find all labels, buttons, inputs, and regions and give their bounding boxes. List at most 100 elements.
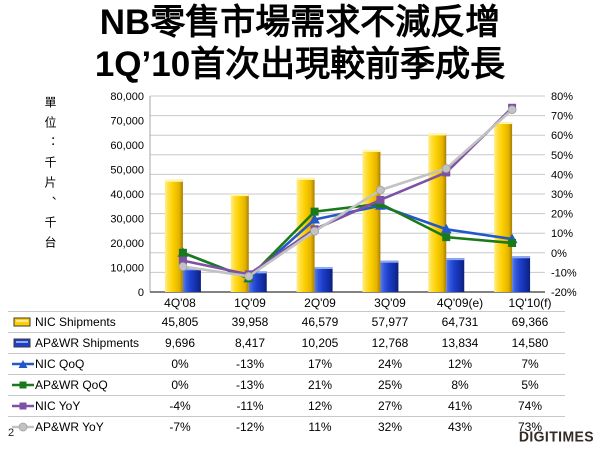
svg-text:40,000: 40,000: [110, 189, 144, 201]
legend-cell: AP&WR QoQ: [8, 375, 145, 396]
table-value-cell: 8,417: [234, 336, 266, 350]
slide-title: NB零售市場需求不減反增 1Q’10首次出現較前季成長: [0, 2, 600, 86]
legend-label: NIC Shipments: [35, 315, 116, 329]
svg-text:80,000: 80,000: [110, 92, 144, 103]
table-value-cell: 12%: [447, 357, 473, 371]
legend-marker-icon: [13, 338, 31, 348]
table-header-cell: 4Q'08: [164, 295, 196, 310]
table-row: AP&WR YoY -7% -12% 11% 32% 43% 73%: [8, 417, 565, 438]
table-value-cell: 32%: [377, 420, 403, 434]
line-ap-wr-yoy: [178, 105, 517, 281]
table-header-cell: 2Q'09: [304, 295, 336, 310]
table-value-cell: -11%: [236, 399, 264, 413]
table-value-cell: 24%: [377, 357, 403, 371]
table-header-row: 4Q'08 1Q'09 2Q'09 3Q'09 4Q'09(e) 1Q'10(f): [8, 294, 565, 312]
table-value-cell: 0%: [171, 378, 189, 392]
table-value-cell: 21%: [307, 378, 333, 392]
svg-text:20%: 20%: [551, 209, 573, 221]
svg-text:50,000: 50,000: [110, 165, 144, 177]
legend-marker-icon: [12, 381, 34, 389]
table-value-cell: 5%: [521, 378, 539, 392]
table-row: NIC QoQ 0% -13% 17% 24% 12% 7%: [8, 354, 565, 375]
table-header-cell: 1Q'09: [234, 295, 266, 310]
table-header-cell: 1Q'10(f): [508, 295, 552, 310]
svg-text:0%: 0%: [551, 248, 567, 260]
svg-text:60%: 60%: [551, 130, 573, 142]
table-value-cell: 13,834: [441, 336, 479, 350]
table-value-cell: 17%: [307, 357, 333, 371]
legend-cell: NIC Shipments: [8, 312, 145, 333]
legend-marker-icon: [12, 360, 34, 368]
svg-text:-20%: -20%: [551, 287, 577, 298]
legend-label: AP&WR Shipments: [35, 336, 140, 350]
data-table: 4Q'08 1Q'09 2Q'09 3Q'09 4Q'09(e) 1Q'10(f) NIC…: [8, 294, 565, 437]
table-value-cell: -13%: [235, 357, 264, 371]
svg-text:30%: 30%: [551, 189, 573, 201]
svg-text:10%: 10%: [551, 228, 573, 240]
table-value-cell: 69,366: [511, 315, 549, 329]
svg-text:30,000: 30,000: [110, 214, 144, 226]
table-value-cell: -13%: [235, 378, 264, 392]
svg-text:50%: 50%: [551, 150, 573, 162]
table-value-cell: 14,580: [511, 336, 549, 350]
left-axis-ticks: 80,000 70,000 60,000 50,000 40,000 30,000 20,0…: [110, 92, 144, 298]
legend-marker-icon: [12, 402, 34, 410]
table-value-cell: 12%: [307, 399, 333, 413]
table-value-cell: -12%: [235, 420, 264, 434]
legend-cell: NIC YoY: [8, 396, 145, 417]
table-header-cell: 3Q'09: [374, 295, 406, 310]
legend-label: AP&WR QoQ: [35, 378, 108, 392]
legend-label: AP&WR YoY: [35, 420, 104, 434]
unit-label: 單位：千片、千台: [43, 96, 57, 256]
legend-marker-icon: [13, 317, 31, 327]
table-value-cell: 25%: [377, 378, 403, 392]
table-value-cell: 12,768: [371, 336, 409, 350]
legend-cell: AP&WR Shipments: [8, 333, 145, 354]
table-header-cell: 4Q'09(e): [436, 295, 484, 310]
svg-text:10,000: 10,000: [110, 263, 144, 275]
table-row: NIC Shipments 45,805 39,958 46,579 57,977 64,…: [8, 312, 565, 333]
legend-cell: AP&WR YoY: [8, 417, 145, 438]
table-value-cell: 9,696: [164, 336, 196, 350]
legend-label: NIC YoY: [35, 399, 81, 413]
y-gridlines: [150, 95, 545, 273]
svg-text:0: 0: [138, 287, 144, 298]
table-value-cell: 39,958: [231, 315, 269, 329]
table-value-cell: 10,205: [301, 336, 339, 350]
table-row: NIC YoY -4% -11% 12% 27% 41% 74%: [8, 396, 565, 417]
table-row: AP&WR Shipments 9,696 8,417 10,205 12,768 13,…: [8, 333, 565, 354]
line-nic-yoy: [178, 103, 517, 279]
table-value-cell: 73%: [517, 420, 543, 434]
svg-text:-10%: -10%: [551, 267, 577, 279]
table-value-cell: 27%: [377, 399, 403, 413]
title-line-2: 1Q’10首次出現較前季成長: [94, 45, 506, 84]
legend-marker-icon: [12, 422, 34, 432]
table-value-cell: 0%: [171, 357, 189, 371]
svg-text:70%: 70%: [551, 111, 573, 123]
legend-cell: NIC QoQ: [8, 354, 145, 375]
table-value-cell: -4%: [169, 399, 191, 413]
combo-chart: 80,000 70,000 60,000 50,000 40,000 30,000 20,0…: [110, 92, 577, 298]
table-value-cell: 7%: [521, 357, 539, 371]
table-row: AP&WR QoQ 0% -13% 21% 25% 8% 5%: [8, 375, 565, 396]
table-value-cell: 41%: [447, 399, 473, 413]
svg-text:80%: 80%: [551, 92, 573, 103]
digitimes-logo: DIGITIMES: [518, 427, 594, 445]
svg-text:40%: 40%: [551, 169, 573, 181]
table-value-cell: 46,579: [301, 315, 339, 329]
table-value-cell: 11%: [308, 420, 332, 434]
table-value-cell: 74%: [517, 399, 543, 413]
title-line-1: NB零售市場需求不減反增: [99, 3, 501, 42]
bars-apwr: [182, 256, 531, 292]
table-value-cell: 43%: [447, 420, 473, 434]
table-header-empty-cell: [8, 294, 145, 312]
svg-text:70,000: 70,000: [110, 116, 144, 128]
svg-text:60,000: 60,000: [110, 140, 144, 152]
table-value-cell: 8%: [451, 378, 469, 392]
table-value-cell: 64,731: [441, 315, 479, 329]
svg-text:20,000: 20,000: [110, 238, 144, 250]
table-value-cell: 57,977: [371, 315, 409, 329]
table-value-cell: -7%: [169, 420, 191, 434]
legend-label: NIC QoQ: [35, 357, 85, 371]
